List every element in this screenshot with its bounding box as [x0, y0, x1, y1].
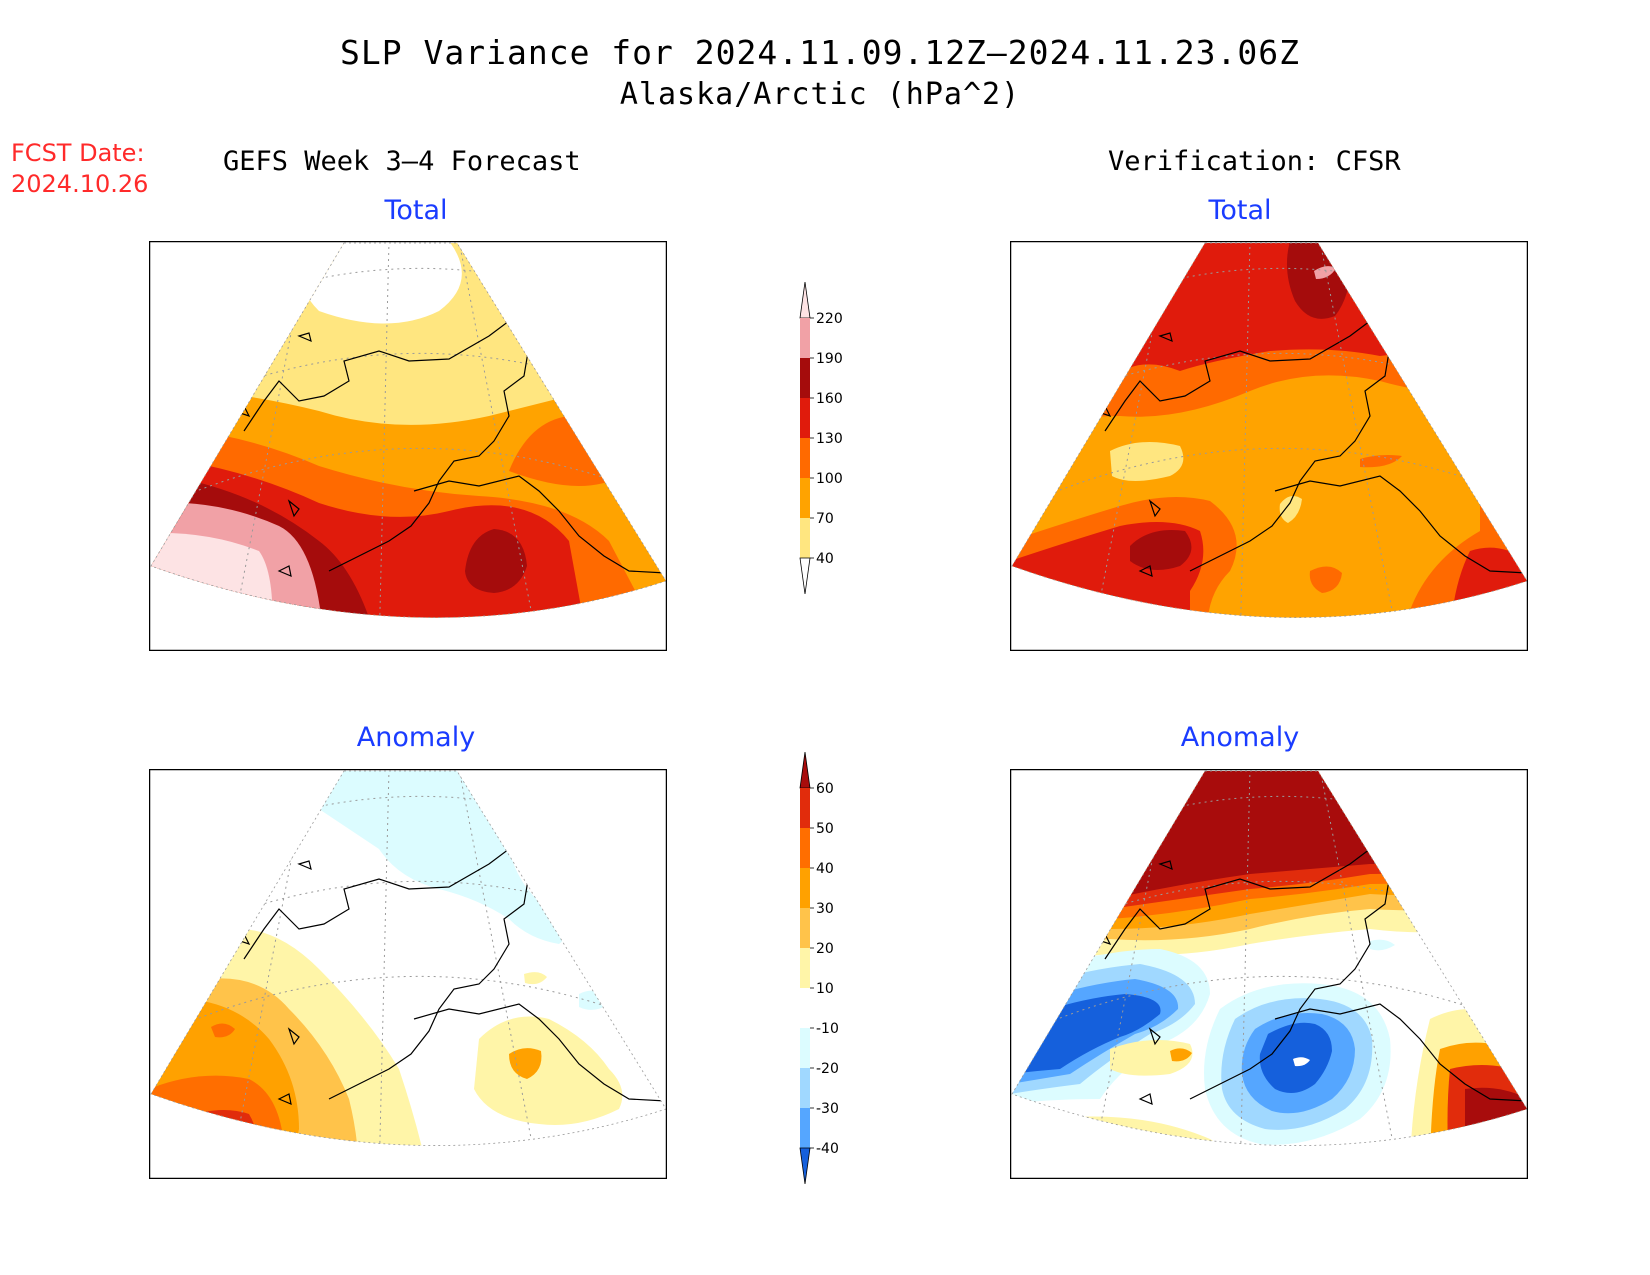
- shade-minus10-minus20-north: [319, 771, 567, 944]
- shade-160-190-south: [1130, 530, 1192, 570]
- total-colorbar: 220 190 160 130 100 70 40: [799, 281, 843, 595]
- anomaly-colorbar: 60 50 40 30 20 10 -10 -20 -30 -40: [799, 751, 839, 1185]
- shade-10-20-mid: [1110, 1040, 1193, 1076]
- anomaly-colorbar-tick-label: 60: [816, 781, 834, 797]
- total-colorbar-tick-label: 190: [816, 351, 843, 367]
- shade-10-20-east: [474, 1016, 623, 1125]
- right-column-heading: Verification: CFSR: [1108, 146, 1401, 177]
- shade-minus10-minus20-east: [579, 990, 609, 1010]
- anomaly-colorbar-segment: [800, 1068, 810, 1108]
- anomaly-colorbar-bottom-extension: [799, 1147, 811, 1185]
- anomaly-colorbar-tick-label: 10: [816, 981, 834, 997]
- shade-160-190-center: [465, 529, 527, 593]
- anomaly-colorbar-tick-label: 40: [816, 861, 834, 877]
- shade-minus10-spot-north: [1370, 939, 1395, 951]
- left-column-heading: GEFS Week 3–4 Forecast: [223, 146, 581, 177]
- shade-50-60-east: [1447, 1065, 1527, 1146]
- shade-neutral-spot: [1293, 1057, 1310, 1067]
- forecast-anomaly-title: Anomaly: [356, 722, 476, 753]
- total-colorbar-tick-label: 70: [816, 511, 834, 527]
- anomaly-colorbar-segment: [800, 828, 810, 868]
- shade-40-70-west: [1110, 442, 1184, 481]
- total-colorbar-segment: [800, 358, 810, 398]
- anomaly-colorbar-segment: [800, 788, 810, 828]
- forecast-total-title: Total: [384, 195, 448, 226]
- shade-190-220-se: [1460, 595, 1527, 618]
- anomaly-colorbar-segment: [800, 1108, 810, 1148]
- anomaly-colorbar-tick-label: 30: [816, 901, 834, 917]
- anomaly-colorbar-segment: [800, 868, 810, 908]
- anomaly-colorbar-segment: [800, 988, 810, 1028]
- forecast-date-value: 2024.10.26: [11, 170, 149, 198]
- shade-40-50-spot: [211, 1023, 235, 1038]
- anomaly-colorbar-tick-label: -10: [816, 1021, 839, 1037]
- anomaly-colorbar-segment: [800, 1028, 810, 1068]
- total-colorbar-tick-label: 220: [816, 311, 843, 327]
- forecast-anomaly-map: [149, 769, 667, 1179]
- total-colorbar-tick-label: 160: [816, 391, 843, 407]
- shade-above-60-east: [1465, 1087, 1527, 1146]
- shade-100-130-east2: [1360, 455, 1402, 468]
- figure-title: SLP Variance for 2024.11.09.12Z–2024.11.…: [340, 33, 1300, 72]
- anomaly-colorbar-segment: [800, 948, 810, 988]
- figure-subtitle: Alaska/Arctic (hPa^2): [619, 77, 1021, 112]
- shade-50-60-west: [175, 1110, 258, 1146]
- verification-total-map: [1010, 241, 1528, 651]
- total-colorbar-top-extension: [799, 281, 811, 319]
- total-colorbar-bottom-extension: [799, 557, 811, 595]
- total-colorbar-segment: [800, 318, 810, 358]
- total-colorbar-segment: [800, 438, 810, 478]
- verification-total-title: Total: [1208, 195, 1272, 226]
- shade-100-130-spot: [1309, 566, 1342, 593]
- shade-40-50-west: [151, 1075, 285, 1146]
- shade-below-minus40-center: [1259, 1022, 1332, 1093]
- anomaly-colorbar-segment: [800, 908, 810, 948]
- shade-above-220: [151, 532, 273, 618]
- total-colorbar-tick-label: 100: [816, 471, 843, 487]
- forecast-date-label: FCST Date:: [11, 139, 145, 167]
- shade-50-60-south: [1110, 1144, 1210, 1146]
- verification-anomaly-map: [1010, 769, 1528, 1179]
- shade-below-40: [296, 243, 462, 324]
- forecast-total-map: [149, 241, 667, 651]
- total-colorbar-tick-label: 130: [816, 431, 843, 447]
- total-colorbar-segment: [800, 478, 810, 518]
- shade-40-70-center: [1279, 495, 1302, 523]
- total-colorbar-segment: [800, 518, 810, 558]
- anomaly-colorbar-top-extension: [799, 751, 811, 789]
- anomaly-colorbar-tick-label: -40: [816, 1141, 839, 1157]
- total-colorbar-tick-label: 40: [816, 551, 834, 567]
- anomaly-colorbar-tick-label: 50: [816, 821, 834, 837]
- verification-anomaly-title: Anomaly: [1180, 722, 1300, 753]
- total-colorbar-segment: [800, 398, 810, 438]
- anomaly-colorbar-tick-label: -20: [816, 1061, 839, 1077]
- shade-30-40-mid: [1170, 1048, 1192, 1062]
- anomaly-colorbar-tick-label: -30: [816, 1101, 839, 1117]
- anomaly-colorbar-tick-label: 20: [816, 941, 834, 957]
- shade-20-30-east: [509, 1048, 542, 1079]
- shade-10-20-spot: [524, 972, 547, 985]
